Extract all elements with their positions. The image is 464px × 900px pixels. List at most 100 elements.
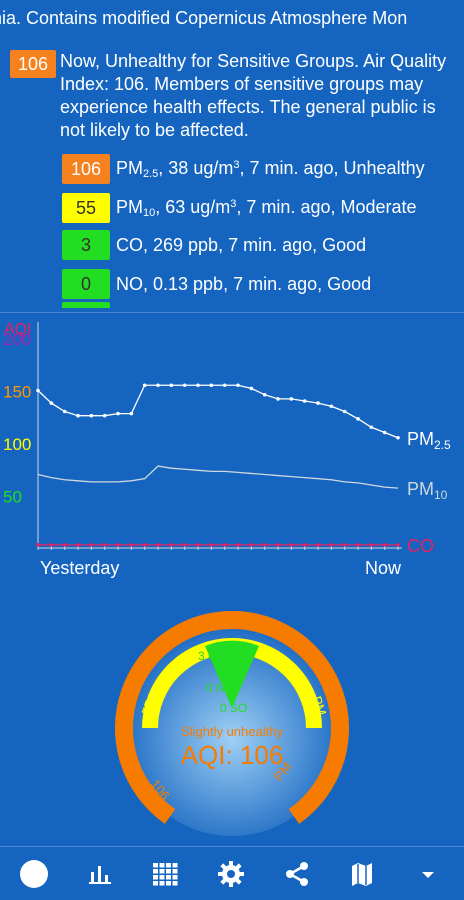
- grid-cell: [159, 862, 165, 867]
- pollutant-badge: 0: [62, 269, 110, 299]
- gauge-pm10-label: PM: [309, 694, 329, 717]
- grid-cell: [159, 868, 165, 873]
- pollutant-badge-partial: [62, 302, 110, 308]
- pollutant-label: PM10, 63 ug/m3, 7 min. ago, Moderate: [116, 197, 417, 219]
- data-point: [369, 543, 374, 547]
- data-point: [142, 383, 147, 388]
- pollutant-label: PM2.5, 38 ug/m3, 7 min. ago, Unhealthy: [116, 158, 425, 180]
- data-point: [396, 435, 400, 440]
- bar-chart-icon[interactable]: [84, 858, 116, 890]
- pollutant-label: CO, 269 ppb, 7 min. ago, Good: [116, 234, 367, 255]
- x-tick-label: Yesterday: [40, 558, 119, 578]
- data-point: [342, 543, 347, 547]
- gauge-outer-arc: [115, 611, 349, 824]
- pollutant-badge: 106: [62, 154, 110, 184]
- attribution-ticker: nia. Contains modified Copernicus Atmosp…: [0, 8, 408, 28]
- data-point: [382, 543, 387, 547]
- data-point: [302, 543, 307, 547]
- aqi-badge: 106: [10, 50, 56, 78]
- grid-icon[interactable]: [149, 858, 181, 890]
- data-point: [209, 383, 214, 388]
- share-icon[interactable]: [281, 858, 313, 890]
- series-label: PM10: [407, 479, 448, 502]
- data-point: [249, 543, 254, 547]
- data-point: [89, 543, 94, 547]
- data-point: [129, 543, 134, 547]
- data-point: [76, 543, 80, 547]
- data-point: [116, 411, 120, 416]
- data-point: [222, 383, 227, 388]
- data-point: [356, 417, 360, 421]
- y-tick-label: 150: [3, 383, 31, 402]
- data-point: [289, 397, 294, 401]
- grid-cell: [153, 874, 159, 879]
- gauge-inner-label: 3 CO: [198, 649, 226, 663]
- data-point: [102, 543, 107, 547]
- pollutant-label: NO, 0.13 ppb, 7 min. ago, Good: [116, 273, 372, 294]
- data-point: [289, 543, 294, 547]
- data-point: [342, 409, 347, 414]
- gauge-inner-label: 0 NO: [206, 681, 234, 695]
- grid-cell: [153, 868, 159, 873]
- data-point: [249, 386, 254, 391]
- data-point: [182, 543, 187, 547]
- data-point: [209, 543, 214, 547]
- pollutant-row-no[interactable]: 0 NO, 0.13 ppb, 7 min. ago, Good: [62, 269, 462, 299]
- gauge-inner-label: 0 NO: [216, 665, 244, 679]
- data-point: [276, 543, 280, 547]
- data-point: [222, 543, 227, 547]
- gear-icon[interactable]: [215, 858, 247, 890]
- gauge-category: Slightly unhealthy: [181, 724, 283, 739]
- pollutant-badge: 3: [62, 230, 110, 260]
- data-point: [142, 543, 147, 547]
- y-tick-label: 200: [3, 330, 31, 349]
- data-point: [169, 543, 174, 547]
- data-point: [102, 413, 107, 418]
- data-point: [316, 401, 320, 405]
- pollutant-row-pm10[interactable]: 55 PM10, 63 ug/m3, 7 min. ago, Moderate: [62, 193, 462, 223]
- data-point: [62, 543, 67, 547]
- data-point: [49, 543, 54, 547]
- data-point: [182, 383, 187, 388]
- grid-cell: [153, 880, 159, 885]
- data-point: [36, 388, 40, 393]
- pollutant-row-co[interactable]: 3 CO, 269 ppb, 7 min. ago, Good: [62, 230, 462, 260]
- data-point: [396, 543, 400, 547]
- data-point: [89, 413, 94, 418]
- y-tick-label: 100: [3, 435, 31, 454]
- data-point: [262, 392, 267, 397]
- pollutant-row-pm25[interactable]: 106 PM2.5, 38 ug/m3, 7 min. ago, Unhealt…: [62, 154, 462, 184]
- series-label: CO: [407, 536, 434, 556]
- bottom-navigation: [0, 846, 464, 900]
- data-point: [369, 425, 374, 430]
- gauge-inner-wedge: [205, 640, 259, 708]
- grid-cell: [159, 880, 165, 885]
- data-point: [62, 409, 67, 414]
- grid-cell: [172, 880, 178, 885]
- map-icon[interactable]: [346, 858, 378, 890]
- grid-cell: [172, 868, 178, 873]
- grid-cell: [166, 862, 172, 867]
- data-point: [169, 383, 174, 388]
- gauge-pm10-value: 55: [139, 699, 158, 717]
- y-axis-label: AQI: [4, 321, 32, 338]
- data-point: [156, 543, 160, 547]
- data-point: [236, 543, 240, 547]
- data-point: [49, 401, 54, 405]
- data-point: [262, 543, 267, 547]
- grid-cell: [166, 880, 172, 885]
- x-tick-label: Now: [365, 558, 402, 578]
- divider: [0, 312, 464, 313]
- data-point: [236, 383, 240, 388]
- data-point: [196, 383, 200, 388]
- data-point: [302, 399, 307, 403]
- grid-cell: [159, 874, 165, 879]
- circle-icon[interactable]: [18, 858, 50, 890]
- data-point: [116, 543, 120, 547]
- chevron-down-icon[interactable]: [412, 858, 444, 890]
- grid-cell: [172, 862, 178, 867]
- gauge-aqi-value: AQI: 106: [181, 740, 284, 770]
- pollutant-badge: 55: [62, 193, 110, 223]
